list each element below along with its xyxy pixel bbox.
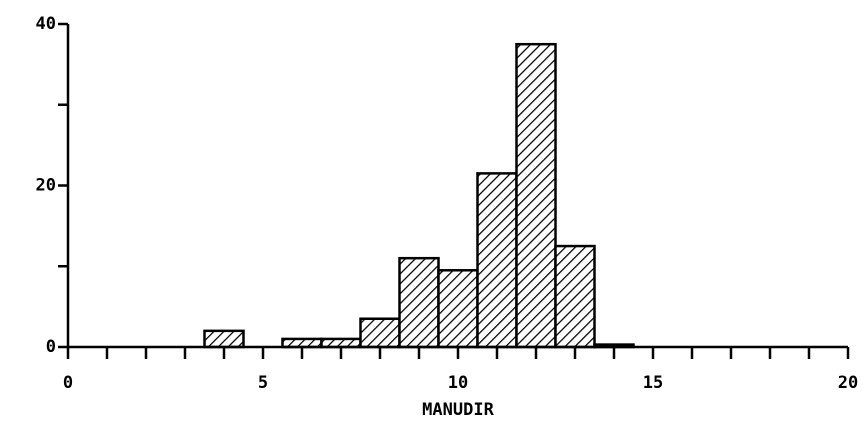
bar	[437, 269, 479, 349]
x-tick-label: 5	[258, 373, 268, 393]
bar	[203, 329, 245, 349]
x-tick-label: 0	[63, 373, 73, 393]
bar	[398, 256, 440, 349]
x-tick-label: 20	[838, 373, 858, 393]
bar	[515, 42, 557, 349]
bar	[359, 317, 401, 349]
y-tick-label: 40	[36, 14, 56, 34]
y-tick-label: 0	[46, 337, 56, 357]
y-tick-label: 20	[36, 176, 56, 196]
x-tick-label: 15	[643, 373, 663, 393]
bar	[476, 172, 518, 349]
x-tick-label: 10	[448, 373, 468, 393]
bar	[554, 244, 596, 349]
x-axis-label: MANUDIR	[422, 400, 494, 420]
